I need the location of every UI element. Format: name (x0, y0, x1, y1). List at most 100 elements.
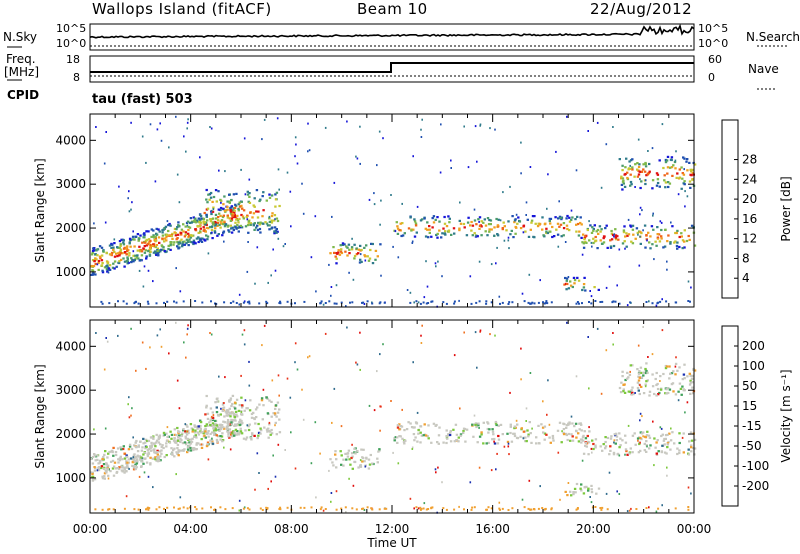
velocity-echo-cell (690, 439, 694, 442)
power-echo-cell (350, 246, 354, 249)
velocity-ytick-label: 2000 (55, 427, 86, 441)
velocity-echo-cell (128, 443, 132, 446)
velocity-noise-cell (307, 356, 309, 359)
power-noise-cell (186, 127, 188, 130)
power-noise-cell (218, 169, 220, 172)
power-echo-cell (165, 239, 168, 242)
power-noise-cell (459, 201, 461, 204)
velocity-noise-cell (277, 374, 280, 377)
power-echo-cell (169, 248, 172, 251)
power-ground-cell (453, 300, 456, 303)
power-echo-cell (119, 258, 123, 261)
power-echo-cell (133, 259, 136, 262)
power-echo-cell (262, 191, 265, 194)
velocity-echo-cell (239, 427, 242, 430)
velocity-echo-cell (639, 371, 643, 374)
power-echo-cell (675, 176, 678, 179)
power-echo-cell (132, 260, 135, 263)
power-echo-cell (633, 175, 636, 178)
power-noise-cell (382, 137, 384, 140)
power-echo-cell (222, 214, 225, 217)
power-echo-cell (666, 172, 669, 175)
power-noise-cell (138, 269, 141, 272)
power-echo-cell (664, 228, 667, 231)
power-echo-cell (125, 253, 128, 256)
velocity-echo-cell (135, 466, 138, 469)
velocity-echo-cell (578, 422, 581, 425)
power-noise-cell (130, 121, 132, 124)
velocity-noise-cell (143, 471, 146, 474)
power-noise-cell (499, 219, 502, 222)
power-ground-cell (545, 300, 548, 303)
velocity-echo-cell (334, 453, 337, 456)
velocity-echo-cell (199, 421, 203, 424)
power-echo-cell (199, 218, 202, 222)
power-echo-cell (156, 247, 159, 250)
power-echo-cell (596, 247, 599, 250)
power-echo-cell (517, 216, 520, 219)
velocity-echo-cell (350, 456, 353, 460)
velocity-echo-cell (262, 404, 265, 407)
velocity-echo-cell (121, 470, 124, 473)
velocity-ground-cell (182, 506, 185, 509)
power-echo-cell (432, 215, 436, 218)
velocity-echo-cell (240, 432, 244, 435)
power-echo-cell (567, 287, 571, 290)
power-noise-cell (634, 186, 636, 188)
power-echo-cell (185, 238, 189, 241)
power-echo-cell (560, 235, 563, 238)
power-echo-cell (204, 230, 207, 233)
velocity-echo-cell (604, 445, 608, 448)
power-echo-cell (350, 248, 354, 251)
power-echo-cell (248, 201, 252, 204)
power-echo-cell (221, 223, 225, 226)
power-echo-cell (662, 166, 665, 170)
velocity-echo-cell (278, 408, 281, 411)
power-noise-cell (143, 265, 146, 268)
velocity-echo-cell (669, 372, 672, 375)
velocity-colorbar-label: Velocity [m s⁻¹] (779, 369, 793, 462)
power-noise-cell (308, 149, 311, 152)
velocity-echo-cell (657, 450, 660, 453)
velocity-echo-cell (152, 442, 156, 445)
power-echo-cell (205, 198, 208, 201)
power-noise-cell (590, 241, 593, 244)
power-echo-cell (210, 212, 213, 216)
velocity-echo-cell (175, 441, 178, 444)
power-echo-cell (522, 224, 526, 227)
velocity-echo-cell (234, 413, 237, 416)
velocity-echo-cell (204, 428, 207, 431)
power-echo-cell (559, 223, 563, 226)
velocity-echo-cell (244, 429, 247, 432)
velocity-echo-cell (270, 428, 273, 432)
velocity-echo-cell (206, 424, 209, 427)
velocity-echo-cell (621, 370, 624, 373)
velocity-echo-cell (565, 424, 569, 427)
velocity-echo-cell (551, 434, 555, 438)
velocity-echo-cell (648, 394, 651, 397)
velocity-echo-cell (569, 439, 572, 442)
velocity-noise-cell (117, 334, 119, 337)
velocity-ground-cell (599, 507, 602, 509)
power-ground-cell (529, 302, 532, 305)
velocity-noise-cell (570, 415, 573, 418)
velocity-echo-cell (597, 487, 601, 490)
velocity-echo-cell (453, 440, 456, 443)
power-echo-cell (621, 242, 625, 245)
velocity-echo-cell (637, 451, 641, 454)
power-echo-cell (119, 252, 123, 255)
power-echo-cell (430, 235, 433, 238)
power-echo-cell (191, 241, 194, 244)
power-noise-cell (637, 138, 640, 141)
velocity-echo-cell (642, 374, 645, 377)
power-echo-cell (620, 183, 624, 186)
velocity-noise-cell (241, 333, 244, 336)
power-echo-cell (120, 238, 123, 241)
power-noise-cell (348, 271, 350, 274)
velocity-echo-cell (687, 453, 691, 456)
power-echo-cell (257, 221, 260, 224)
power-echo-cell (167, 244, 170, 247)
velocity-echo-cell (234, 410, 238, 413)
velocity-echo-cell (266, 397, 269, 400)
power-noise-cell (368, 198, 371, 201)
